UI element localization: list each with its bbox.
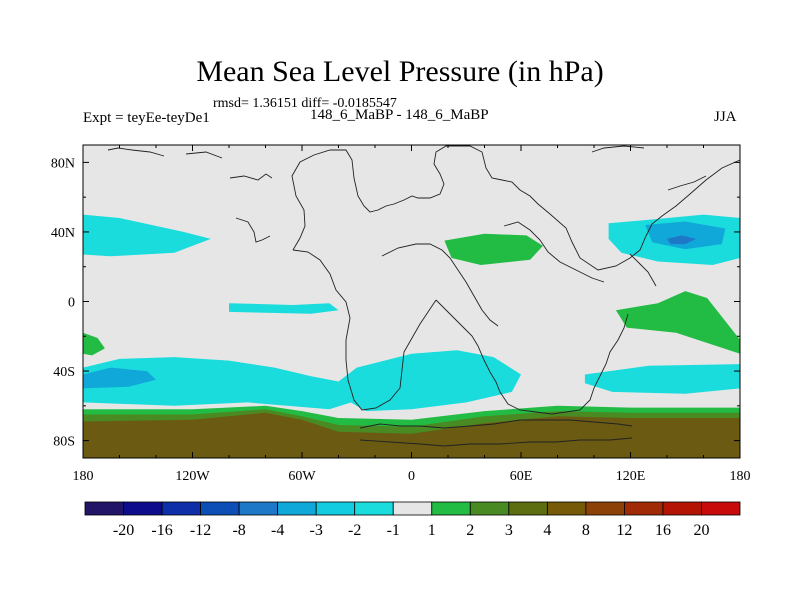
colorbar-swatch <box>392 501 433 516</box>
colorbar-label: -4 <box>271 522 284 539</box>
colorbar-label: -1 <box>387 522 400 539</box>
colorbar-swatch <box>84 501 124 516</box>
region-south-atlantic-high-west <box>83 332 105 356</box>
run-comparison-label: 148_6_MaBP - 148_6_MaBP <box>310 107 489 123</box>
region-band-70-90S <box>83 412 740 458</box>
x-tick-label: 180 <box>73 469 94 484</box>
colorbar-label: 8 <box>582 522 590 539</box>
colorbar-label: 2 <box>466 522 474 539</box>
y-tick-label: 80N <box>51 156 75 171</box>
x-tick-label: 60W <box>288 469 316 484</box>
colorbar-label: -8 <box>232 522 245 539</box>
colorbar-label: 20 <box>693 522 709 539</box>
y-tick-label: 40S <box>53 365 75 380</box>
x-tick-label: 120E <box>616 469 646 484</box>
colorbar-swatch <box>161 501 201 516</box>
region-southern-ocean-low-west <box>83 357 357 410</box>
colorbar-swatch <box>200 501 240 516</box>
y-tick-label: 80S <box>53 435 75 450</box>
coastline-outline <box>107 145 740 447</box>
colorbar-label: 4 <box>543 522 551 539</box>
colorbar-label: -3 <box>310 522 323 539</box>
colorbar-swatch <box>469 501 510 516</box>
axes: 180 120W 60W 0 60E 120E 180 80N 40N 0 40S 80S <box>51 145 751 484</box>
colorbar-label: -20 <box>113 522 134 539</box>
colorbar-swatch <box>354 501 394 516</box>
experiment-label: Expt = teyEe-teyDe1 <box>83 110 210 126</box>
y-tick-label: 0 <box>68 296 75 311</box>
region-central-asia-high <box>444 233 543 265</box>
region-southern-ocean-low-east <box>338 350 521 412</box>
colorbar-swatch <box>123 501 163 516</box>
colorbar-label: -16 <box>151 522 172 539</box>
region-southern-ocean-deep-low <box>83 367 156 389</box>
x-tick-label: 60E <box>510 469 533 484</box>
colorbar-label: 16 <box>655 522 671 539</box>
region-north-atlantic-low <box>83 214 211 257</box>
y-tick-label: 40N <box>51 226 75 241</box>
season-label: JJA <box>714 109 737 125</box>
colorbar-swatch <box>277 501 317 516</box>
colorbar-label: 1 <box>428 522 436 539</box>
colorbar-label: 3 <box>505 522 513 539</box>
x-tick-label: 120W <box>175 469 210 484</box>
colorbar-swatch <box>701 501 741 516</box>
chart-title: Mean Sea Level Pressure (in hPa) <box>196 55 604 88</box>
colorbar-swatch <box>431 501 471 516</box>
colorbar-swatch <box>624 501 664 516</box>
colorbar-swatch <box>508 501 548 516</box>
colorbar-swatch <box>662 501 702 516</box>
colorbar-label: 12 <box>616 522 632 539</box>
x-tick-label: 180 <box>730 469 751 484</box>
colorbar-swatch <box>546 501 587 516</box>
colorbar-swatch <box>238 501 279 516</box>
colorbar-label: -2 <box>348 522 361 539</box>
colorbar-swatch <box>585 501 625 516</box>
colorbar-swatch <box>315 501 356 516</box>
x-tick-label: 0 <box>408 469 415 484</box>
stats-label: rmsd= 1.36151 diff= -0.0185547 <box>213 96 397 111</box>
colorbar: -20 -16 -12 -8 -4 -3 -2 -1 1 2 3 4 8 12 16 20 <box>84 501 741 539</box>
colorbar-label: -12 <box>190 522 211 539</box>
region-north-pacific-low-core <box>645 221 726 250</box>
region-tropical-pacific-high <box>615 291 740 354</box>
pressure-anomaly-field <box>83 214 740 458</box>
region-north-pacific-deep-core <box>667 235 697 245</box>
region-equatorial-low <box>229 303 339 314</box>
region-indian-ocean-low <box>584 364 740 394</box>
